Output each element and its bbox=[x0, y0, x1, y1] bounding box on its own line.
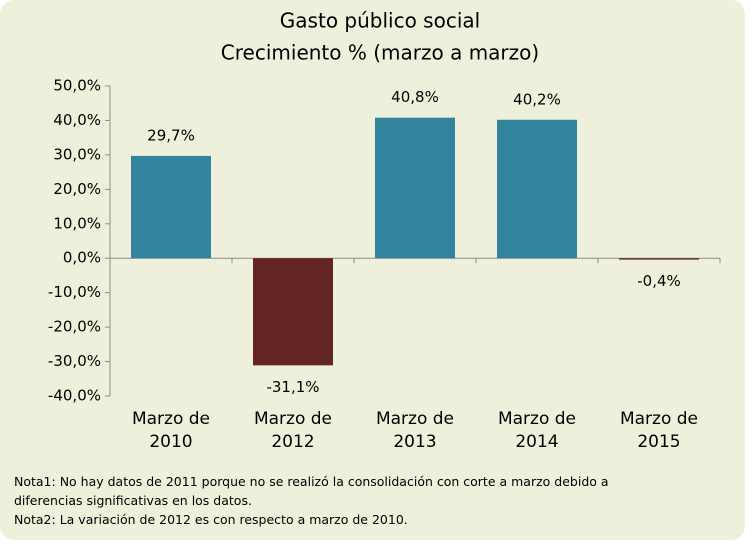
y-tick-label: -40,0% bbox=[48, 387, 101, 405]
y-tick-label: 20,0% bbox=[53, 180, 101, 198]
note: Nota1: No hay datos de 2011 porque no se… bbox=[14, 474, 609, 508]
value-label: 40,8% bbox=[391, 88, 439, 106]
chart-title: Gasto público social bbox=[280, 9, 480, 33]
bar bbox=[619, 258, 699, 260]
y-tick-label: -30,0% bbox=[48, 352, 101, 370]
chart-subtitle: Crecimiento % (marzo a marzo) bbox=[221, 41, 539, 65]
y-tick-label: 40,0% bbox=[53, 111, 101, 129]
value-label: 40,2% bbox=[513, 90, 561, 108]
bar bbox=[253, 258, 333, 366]
x-tick-label: Marzo de 2012 bbox=[253, 409, 333, 452]
note: Nota2: La variación de 2012 es con respe… bbox=[14, 512, 408, 527]
x-tick-label: Marzo de 2015 bbox=[619, 409, 699, 452]
bar bbox=[375, 117, 455, 259]
x-tick-label: Marzo de 2014 bbox=[497, 409, 577, 452]
x-tick-label: Marzo de 2013 bbox=[375, 409, 455, 452]
y-tick-label: 0,0% bbox=[63, 249, 101, 267]
notes: Nota1: No hay datos de 2011 porque no se… bbox=[14, 472, 674, 529]
x-tick-label: Marzo de 2010 bbox=[131, 409, 211, 452]
value-label: -0,4% bbox=[637, 272, 681, 290]
y-tick-label: 10,0% bbox=[53, 214, 101, 232]
value-label: 29,7% bbox=[147, 126, 195, 144]
y-tick-label: 30,0% bbox=[53, 145, 101, 163]
y-tick-label: -20,0% bbox=[48, 318, 101, 336]
value-label: -31,1% bbox=[266, 378, 319, 396]
y-tick-label: 50,0% bbox=[53, 77, 101, 95]
bar bbox=[497, 119, 577, 259]
y-tick-label: -10,0% bbox=[48, 283, 101, 301]
bar bbox=[131, 155, 211, 259]
